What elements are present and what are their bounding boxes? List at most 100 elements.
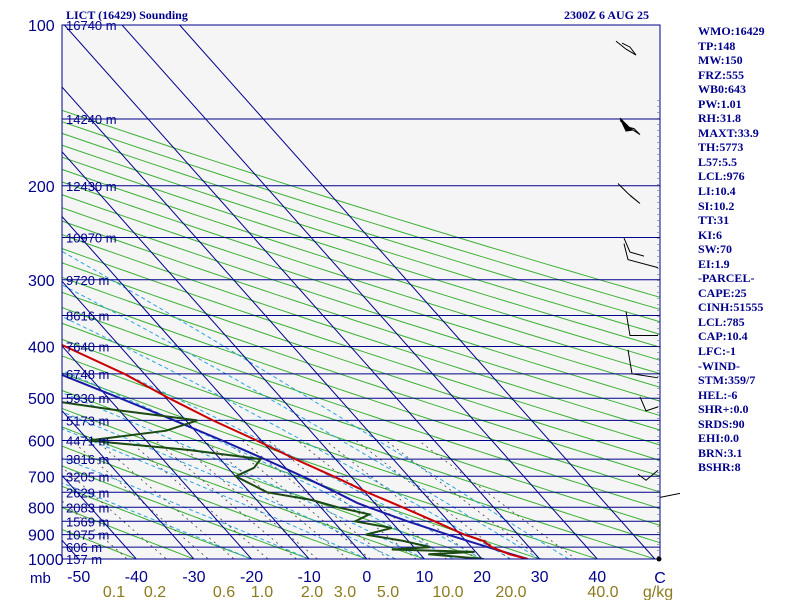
mixing-ratio-tick-label: 5.0 (377, 584, 399, 600)
index-item: BSHR:8 (698, 460, 741, 475)
pressure-unit-label: mb (30, 570, 51, 587)
plot-frame (61, 24, 661, 560)
isotherm-line (62, 345, 253, 559)
height-label: 2083 m (66, 500, 109, 515)
mixing-ratio-line (62, 500, 128, 559)
height-label: 16740 m (66, 18, 117, 33)
dry-adiabat-line (62, 407, 484, 559)
temperature-tick-label: 0 (362, 569, 371, 586)
station-title: LICT (16429) Sounding (66, 8, 188, 22)
index-item: SW:70 (698, 242, 733, 257)
wind-barb (623, 243, 659, 269)
index-item: HEL:-6 (698, 387, 738, 402)
isotherm-line (62, 474, 137, 559)
index-item: SRDS:90 (698, 416, 745, 431)
dry-adiabat-line (62, 168, 660, 361)
mixing-ratio-tick-label: 2.0 (301, 584, 323, 600)
pressure-tick-label: 100 (28, 18, 55, 35)
index-item: CAPE:25 (698, 285, 747, 300)
dry-adiabat-line (62, 426, 426, 559)
temperature-tick-label: -10 (298, 569, 321, 586)
isotherm-line (62, 280, 310, 559)
temperature-unit-label: C (654, 570, 666, 587)
height-label: 3205 m (66, 469, 109, 484)
index-item: LCL:976 (698, 169, 745, 184)
dry-adiabat-line (62, 248, 660, 446)
dry-adiabat-line (62, 276, 660, 477)
observation-time: 2300Z 6 AUG 25 (564, 8, 650, 22)
pressure-tick-label: 900 (28, 528, 55, 545)
height-label: 5173 m (66, 413, 109, 428)
wind-pennant (619, 117, 634, 132)
mixing-ratio-line (95, 440, 235, 559)
height-label: 606 m (66, 540, 102, 555)
temperature-trace (62, 343, 528, 559)
wind-barb (659, 492, 681, 498)
temperature-tick-label: 40 (588, 569, 606, 586)
mixing-ratio-tick-label: 3.0 (334, 584, 356, 600)
mixing-ratio-unit-label: g/kg (643, 584, 673, 600)
plot-layers (62, 25, 660, 559)
mixing-ratio-tick-label: 0.6 (213, 584, 235, 600)
index-item: MW:150 (698, 53, 743, 68)
mixing-ratio-line (71, 440, 209, 559)
mixing-ratio-tick-label: 1.0 (251, 584, 273, 600)
index-item: RH:31.8 (698, 111, 741, 126)
index-item: BRN:3.1 (698, 445, 743, 460)
index-item: FRZ:555 (698, 67, 744, 82)
index-item: SI:10.2 (698, 198, 735, 213)
stability-indices-list: WMO:16429 TP:148 MW:150 FRZ:555 WB0:643 PW:1.… (698, 24, 765, 475)
parcel-trace (62, 373, 528, 559)
plot-area (62, 25, 660, 559)
index-item: STM:359/7 (698, 373, 756, 388)
isotherm-line (64, 25, 541, 559)
wind-barb (639, 396, 659, 412)
dry-adiabat-line (62, 465, 311, 559)
index-item: -WIND- (698, 358, 740, 373)
dry-adiabat-line (62, 355, 657, 559)
dry-adiabat-line (62, 528, 138, 559)
mixing-ratio-line (241, 440, 389, 559)
mixing-ratio-tick-label: 0.1 (103, 584, 125, 600)
dry-adiabat-line (62, 485, 254, 559)
height-label: 6748 m (66, 367, 109, 382)
wind-barb (637, 469, 659, 481)
height-label: 2629 m (66, 485, 109, 500)
pressure-tick-label: 300 (28, 273, 55, 290)
temperature-tick-label: -40 (125, 569, 148, 586)
height-label: 157 m (66, 552, 102, 567)
dry-adiabat-line (62, 181, 660, 375)
temperature-tick-label: -30 (182, 569, 205, 586)
dry-adiabat-line (62, 307, 660, 510)
calm-wind-marker (656, 556, 662, 562)
pressure-tick-label: 400 (28, 340, 55, 357)
index-item: L57:5.5 (698, 154, 737, 169)
height-label: 8616 m (66, 309, 109, 324)
temperature-tick-label: -20 (240, 569, 263, 586)
index-item: KI:6 (698, 227, 722, 242)
index-item: TP:148 (698, 38, 736, 53)
height-label: 7640 m (66, 340, 109, 355)
isotherm-line (62, 410, 195, 559)
dry-adiabat-line (62, 109, 660, 298)
index-item: WMO:16429 (698, 24, 765, 38)
height-label: 5930 m (66, 391, 109, 406)
isotherm-line (62, 86, 483, 559)
height-label: 4471 m (66, 434, 109, 449)
mixing-ratio-line (225, 440, 371, 559)
height-label: 3816 m (66, 452, 109, 467)
wind-barb (625, 311, 658, 337)
mixing-ratio-tick-label: 0.2 (144, 584, 166, 600)
height-label: 10970 m (66, 230, 117, 245)
index-item: LCL:785 (698, 314, 745, 329)
dry-adiabat-line (62, 207, 660, 402)
index-item: LI:10.4 (698, 184, 736, 199)
dry-adiabat-line (62, 132, 660, 323)
mixing-ratio-line (355, 440, 510, 559)
wind-barb (627, 349, 659, 379)
temperature-tick-label: 30 (531, 569, 549, 586)
isotherm-line (179, 25, 656, 559)
height-label: 12430 m (66, 179, 117, 194)
dry-adiabat-line (62, 121, 660, 310)
